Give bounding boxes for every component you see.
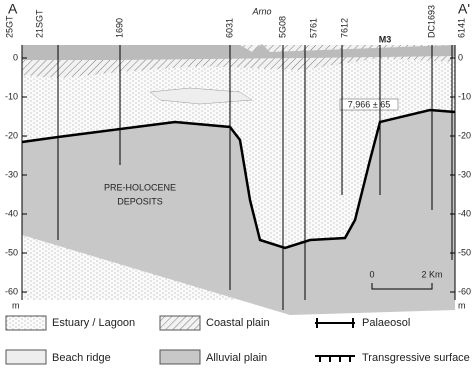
alluvial-plain-top: [22, 44, 455, 60]
legend-label: Beach ridge: [52, 352, 111, 364]
unit-label: m: [458, 300, 466, 310]
scale-bar: [371, 283, 433, 290]
legend-label: Transgressive surface: [362, 352, 470, 364]
deposit-label: DEPOSITS: [117, 196, 163, 206]
borehole-label: 21SGT: [34, 9, 44, 38]
river-label: Arno: [251, 6, 271, 16]
y-tick-label: -40: [5, 208, 18, 218]
borehole-label: M3: [379, 34, 392, 44]
legend-label: Estuary / Lagoon: [52, 317, 135, 329]
borehole-label: 1690: [114, 18, 124, 38]
legend-label: Alluvial plain: [206, 352, 267, 364]
borehole-label: 5761: [308, 18, 318, 38]
legend-swatch: [315, 355, 355, 362]
scale-start: 0: [369, 269, 374, 279]
legend-label: Palaeosol: [362, 317, 410, 329]
borehole-label: 25GT: [4, 15, 14, 38]
borehole-label: DC1693: [426, 5, 436, 38]
legend-swatch: [159, 349, 201, 365]
borehole-label: 7612: [339, 18, 349, 38]
date-label: 7,966 ± 65: [348, 99, 390, 109]
y-tick-label: -60: [458, 286, 471, 296]
y-tick-label: -10: [5, 91, 18, 101]
borehole-label: 6141: [456, 18, 466, 38]
legend-swatch: [315, 318, 355, 328]
deposit-label: PRE-HOLOCENE: [104, 182, 176, 192]
borehole-label: 5G08: [277, 16, 287, 38]
y-tick-label: -50: [458, 247, 471, 257]
transgressive-surface: [21, 108, 456, 250]
y-tick-label: -60: [5, 286, 18, 296]
y-tick-label: -30: [5, 169, 18, 179]
legend-label: Coastal plain: [206, 317, 270, 329]
y-tick-label: 0: [458, 52, 463, 62]
y-tick-label: -50: [5, 247, 18, 257]
y-tick-label: 0: [13, 52, 18, 62]
legend-swatch: [5, 315, 47, 331]
y-tick-label: -30: [458, 169, 471, 179]
legend-swatch: [159, 315, 201, 331]
unit-label: m: [12, 300, 20, 310]
legend-swatch: [5, 349, 47, 365]
beach-ridge: [149, 87, 253, 105]
y-tick-label: -20: [5, 130, 18, 140]
date-box: [339, 98, 399, 111]
section-end: A': [458, 1, 470, 17]
y-tick-label: -10: [458, 91, 471, 101]
borehole-label: 6031: [224, 18, 234, 38]
scale-end: 2 Km: [421, 269, 442, 279]
pre-holocene: [22, 110, 455, 315]
section-start: A: [8, 1, 18, 17]
y-tick-label: -20: [458, 130, 471, 140]
y-tick-label: -40: [458, 208, 471, 218]
